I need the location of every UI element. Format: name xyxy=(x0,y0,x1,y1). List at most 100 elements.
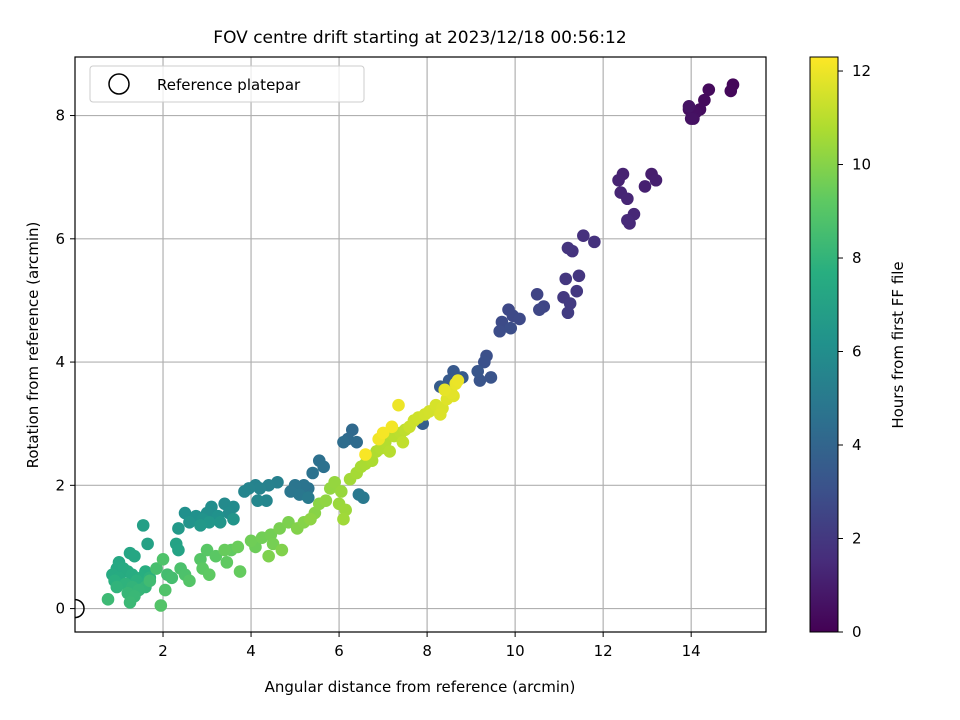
data-point xyxy=(684,112,698,125)
data-point xyxy=(101,593,115,606)
data-point xyxy=(128,549,141,563)
data-point xyxy=(262,549,275,563)
data-point xyxy=(251,494,264,508)
data-point xyxy=(350,435,363,449)
data-point xyxy=(141,537,154,551)
legend: Reference platepar xyxy=(89,65,365,103)
reference-platepar-marker xyxy=(75,598,85,619)
colorbar-tick-label: 8 xyxy=(852,249,862,267)
data-point xyxy=(172,543,185,557)
data-point xyxy=(244,534,258,548)
data-point xyxy=(165,571,179,585)
data-point xyxy=(376,426,390,440)
data-point xyxy=(328,475,341,489)
data-point xyxy=(337,512,350,526)
data-point xyxy=(275,543,289,557)
data-point xyxy=(478,355,491,369)
y-tick-label: 4 xyxy=(55,353,65,371)
x-tick-label: 2 xyxy=(158,642,168,660)
y-axis-label: Rotation from reference (arcmin) xyxy=(24,222,42,469)
data-point xyxy=(530,287,544,301)
data-point xyxy=(233,565,247,578)
data-point xyxy=(385,420,399,434)
data-point xyxy=(392,398,405,412)
x-tick-label: 8 xyxy=(422,642,432,660)
data-point xyxy=(471,365,485,378)
data-point xyxy=(317,460,330,474)
y-tick-label: 2 xyxy=(55,476,65,494)
data-point xyxy=(513,312,526,326)
y-axis-ticks: 0 2 4 6 8 xyxy=(55,107,75,618)
x-axis-label: Angular distance from reference (arcmin) xyxy=(265,678,576,696)
data-point xyxy=(150,562,163,575)
colorbar-tick-label: 0 xyxy=(852,623,862,641)
data-point xyxy=(356,491,370,504)
legend-entry-label: Reference platepar xyxy=(157,76,301,94)
data-point xyxy=(260,494,273,508)
data-point xyxy=(533,303,546,316)
y-tick-label: 8 xyxy=(55,107,65,125)
data-point xyxy=(621,214,634,227)
data-point xyxy=(493,324,507,338)
data-point xyxy=(238,485,251,498)
data-point xyxy=(301,491,315,504)
data-point xyxy=(231,540,245,554)
data-point xyxy=(158,583,172,597)
data-point xyxy=(202,568,216,581)
data-point xyxy=(572,269,586,283)
data-point xyxy=(724,84,738,98)
data-point xyxy=(570,284,584,298)
plot-frame xyxy=(74,56,767,633)
data-point xyxy=(451,374,465,387)
legend-marker-icon xyxy=(108,73,130,95)
data-point xyxy=(561,241,575,255)
colorbar-gradient xyxy=(809,56,839,633)
data-point xyxy=(266,537,280,551)
colorbar: 0 2 4 6 8 10 12 Hours from first FF file xyxy=(809,56,907,641)
x-axis-ticks: 2 4 6 8 10 12 14 xyxy=(158,632,701,660)
data-point xyxy=(209,549,223,563)
colorbar-tick-label: 2 xyxy=(852,530,862,548)
data-point xyxy=(154,599,168,612)
x-tick-label: 4 xyxy=(246,642,256,660)
data-points xyxy=(101,78,740,612)
data-point xyxy=(559,272,573,286)
data-point xyxy=(359,448,372,461)
legend-box xyxy=(89,65,365,103)
data-point xyxy=(588,235,601,249)
data-point xyxy=(438,383,452,397)
data-point xyxy=(561,306,575,320)
x-tick-label: 12 xyxy=(594,642,613,660)
data-point xyxy=(682,100,696,113)
colorbar-tick-label: 10 xyxy=(852,156,871,174)
data-point xyxy=(638,180,652,193)
data-point xyxy=(304,512,317,526)
data-point xyxy=(504,321,518,335)
data-point xyxy=(612,173,625,187)
y-tick-label: 0 xyxy=(55,600,65,618)
x-tick-label: 14 xyxy=(682,642,701,660)
colorbar-ticks: 0 2 4 6 8 10 12 xyxy=(838,62,871,641)
data-point xyxy=(334,485,348,498)
data-point xyxy=(383,445,396,458)
data-point xyxy=(172,522,185,535)
data-point xyxy=(143,574,157,588)
data-point xyxy=(282,516,295,529)
data-point xyxy=(200,543,214,557)
data-point xyxy=(156,552,170,566)
data-point xyxy=(183,574,196,588)
data-point xyxy=(183,516,196,529)
data-point xyxy=(434,408,447,421)
data-point xyxy=(577,229,590,243)
colorbar-tick-label: 6 xyxy=(852,343,862,361)
data-point xyxy=(702,83,716,96)
data-point xyxy=(319,494,333,508)
data-point xyxy=(649,173,663,187)
data-point xyxy=(484,371,498,384)
data-point xyxy=(396,435,410,449)
data-point xyxy=(306,466,319,480)
data-point xyxy=(123,596,137,609)
data-point xyxy=(220,556,234,569)
data-point xyxy=(110,580,124,594)
